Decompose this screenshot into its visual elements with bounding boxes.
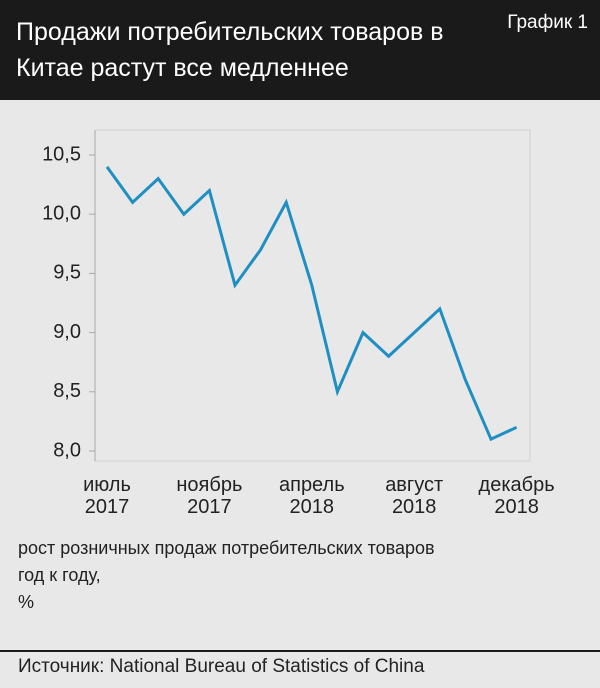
- caption: %: [18, 592, 35, 612]
- x-tick-label: август 2018: [385, 474, 444, 518]
- source: Источник: National Bureau of Statistics …: [18, 656, 425, 677]
- title: Продажи потребительских товаров в Китае …: [16, 18, 444, 82]
- y-tick-label: 9,0: [53, 321, 81, 343]
- y-tick-label: 8,0: [53, 439, 81, 461]
- caption: год к году,: [18, 565, 101, 585]
- x-tick-label: декабрь 2018: [478, 474, 555, 518]
- header: Продажи потребительских товаров в Китае …: [0, 0, 600, 100]
- rule: [0, 650, 600, 652]
- x-tick-label: ноябрь 2017: [176, 474, 243, 518]
- x-tick-label: апрель 2018: [278, 474, 345, 518]
- data-line: [105, 165, 518, 442]
- y-tick-label: 10,5: [42, 143, 81, 165]
- y-tick-label: 9,5: [53, 262, 81, 284]
- y-tick-label: 10,0: [42, 202, 81, 224]
- badge: График 1: [507, 12, 588, 33]
- x-tick-label: июль 2017: [83, 474, 131, 518]
- y-tick-label: 8,5: [53, 380, 81, 402]
- caption: рост розничных продаж потребительских то…: [18, 538, 435, 558]
